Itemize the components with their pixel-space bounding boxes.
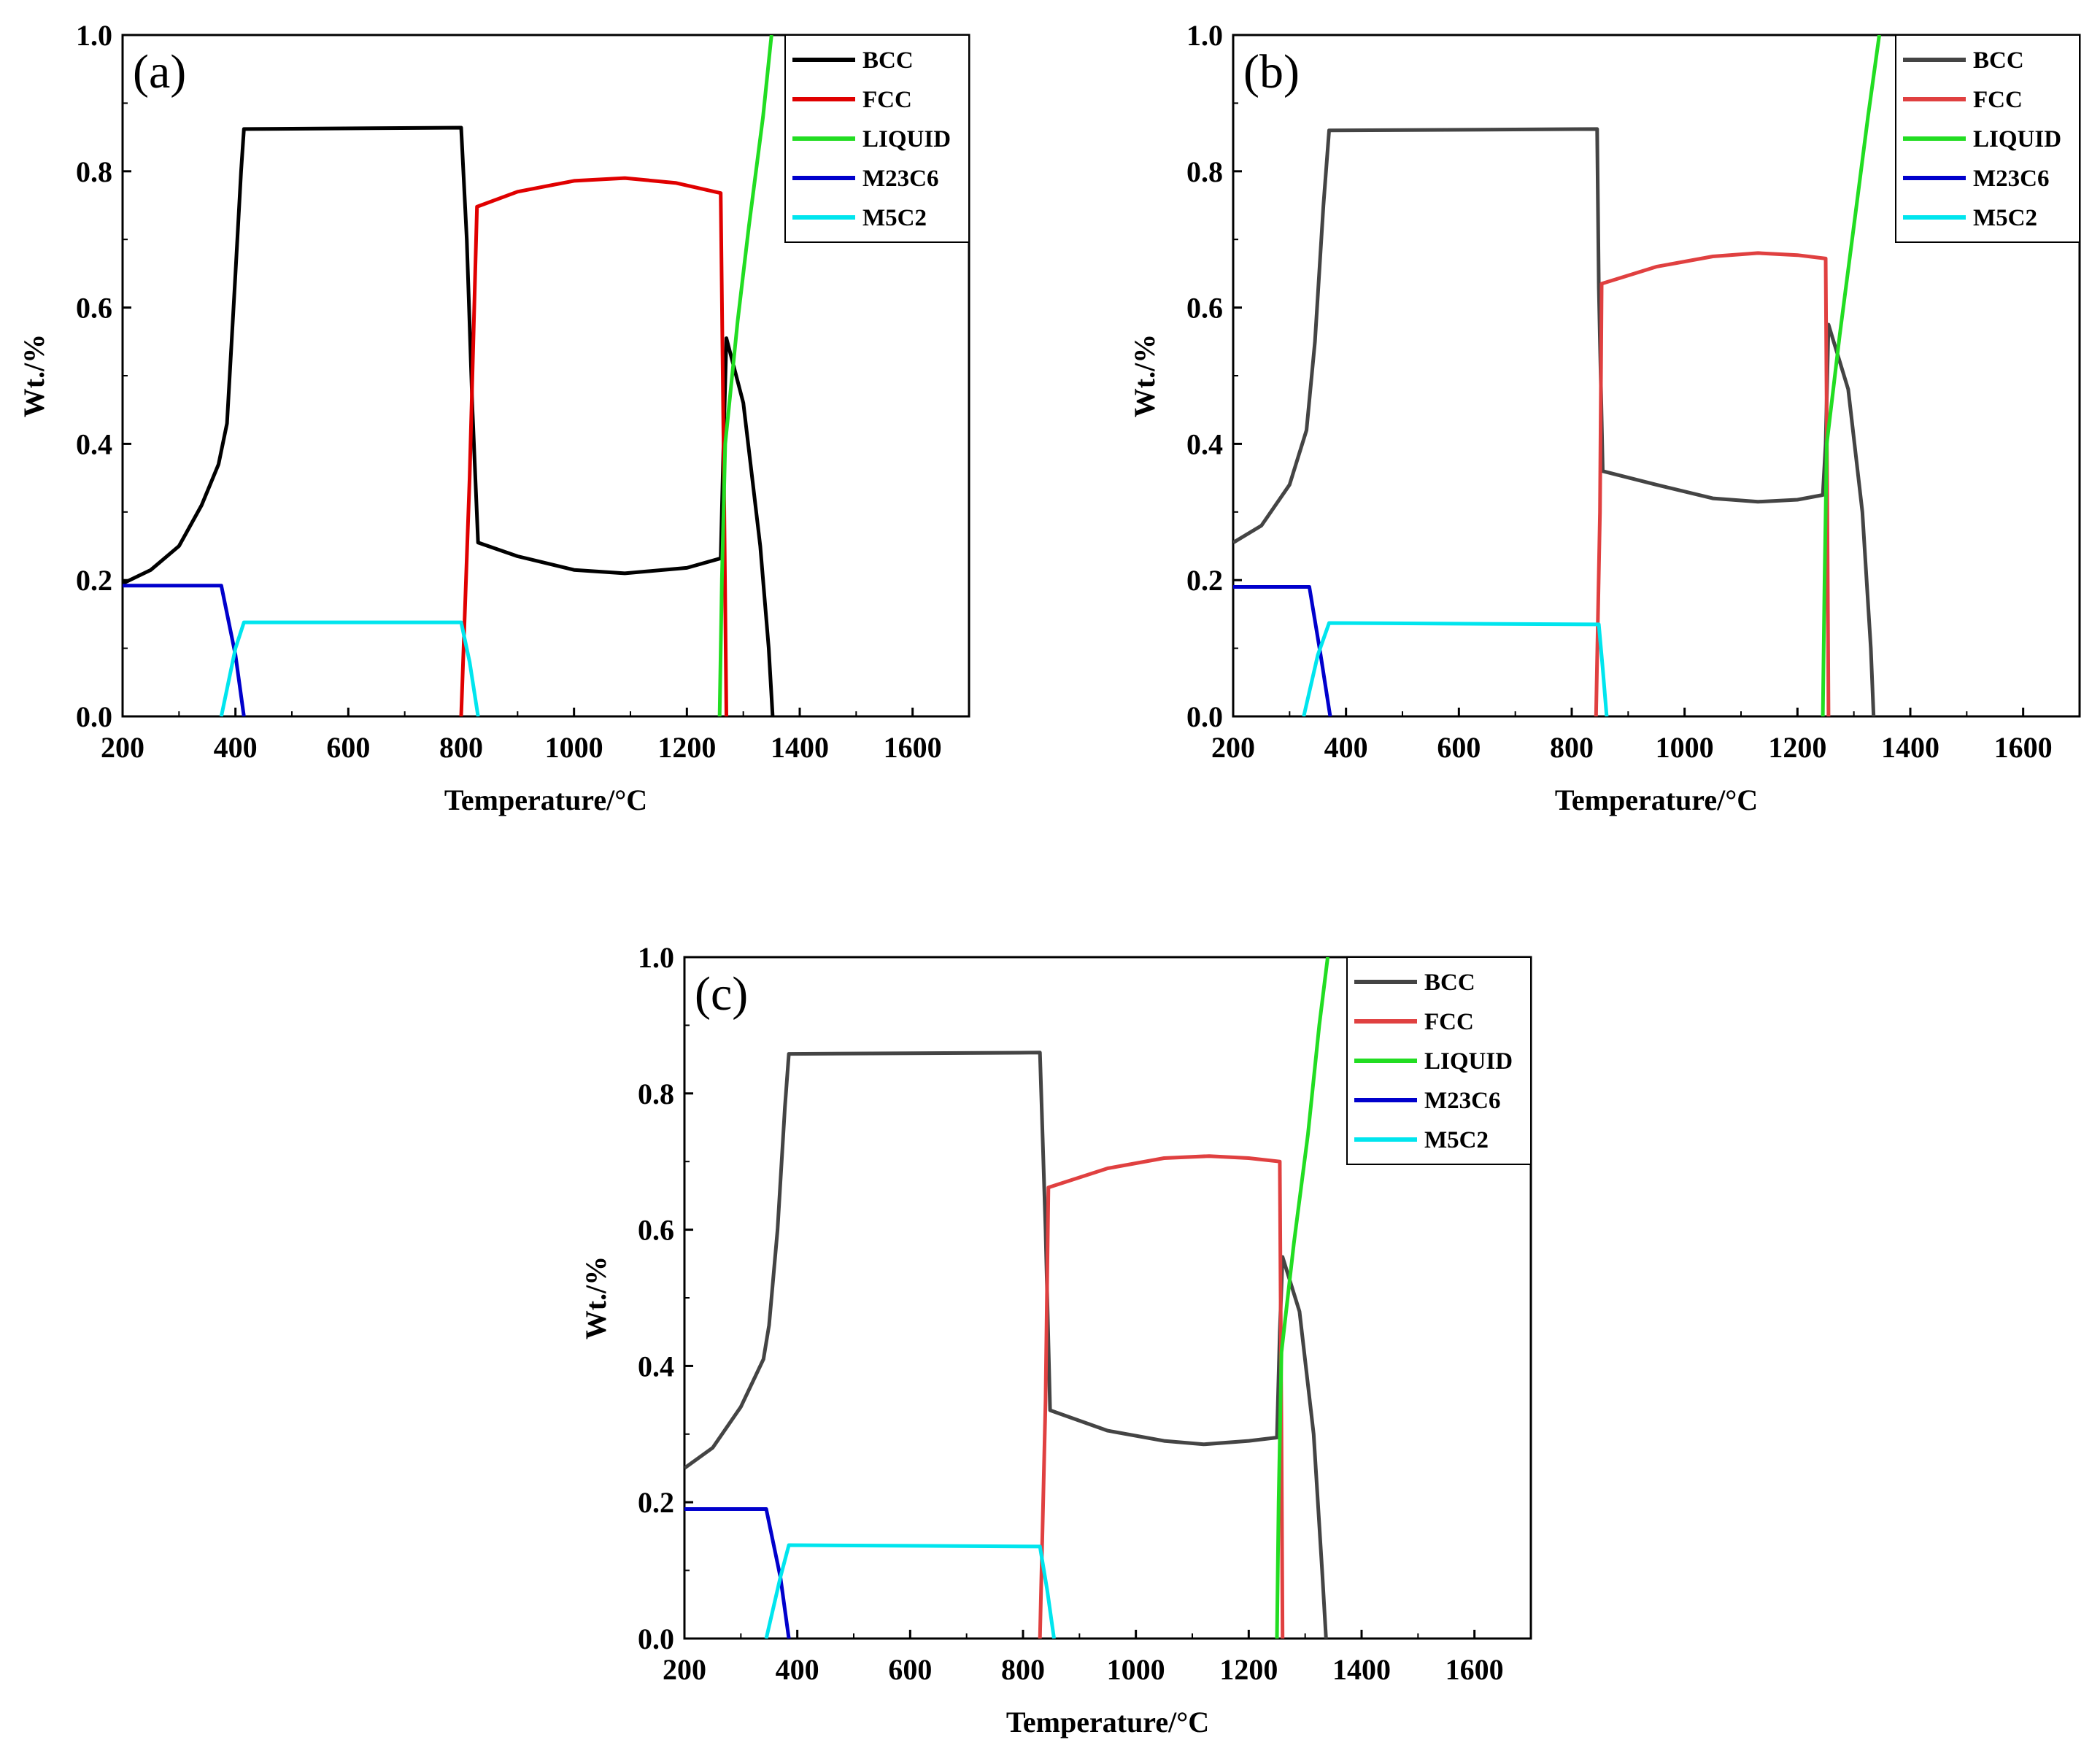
legend-label-m5c2: M5C2 (1973, 205, 2037, 231)
y-tick-label: 0.2 (76, 564, 112, 597)
x-tick-label: 1400 (1881, 731, 1939, 764)
series-line-bcc (123, 125, 775, 716)
series-line-bcc (1233, 127, 1876, 716)
x-tick-label: 1000 (1656, 731, 1714, 764)
y-tick-label: 0.8 (76, 155, 112, 188)
legend-label-bcc: BCC (1424, 970, 1475, 996)
y-tick-label: 1.0 (76, 19, 112, 52)
panel-label: (a) (133, 45, 186, 98)
y-tick-label: 0.0 (638, 1622, 674, 1655)
series-group (1233, 35, 1881, 716)
x-tick-label: 200 (101, 731, 144, 764)
y-tick-label: 0.2 (638, 1486, 674, 1519)
y-tick-label: 0.6 (76, 292, 112, 325)
legend-label-m23c6: M23C6 (862, 166, 938, 192)
x-tick-label: 1600 (1994, 731, 2053, 764)
y-tick-label: 0.4 (76, 428, 112, 460)
legend-label-bcc: BCC (1973, 47, 2024, 74)
series-line-liquid (1821, 35, 1881, 716)
y-tick-label: 0.0 (76, 700, 112, 733)
x-tick-label: 1200 (1219, 1653, 1278, 1686)
panel-label: (c) (695, 967, 748, 1021)
x-tick-label: 1200 (1768, 731, 1826, 764)
x-tick-label: 1600 (884, 731, 942, 764)
x-tick-label: 800 (439, 731, 483, 764)
series-line-liquid (1275, 957, 1330, 1639)
legend-label-m5c2: M5C2 (1424, 1127, 1489, 1153)
y-tick-label: 0.6 (1186, 292, 1223, 325)
legend-label-liquid: LIQUID (1973, 126, 2061, 152)
series-line-fcc (1038, 1154, 1285, 1639)
chart-panel-a: 200 400 600 800 1000 1200 1400 1600 0.0 0.2 0.4 0.6… (18, 19, 970, 816)
x-tick-label: 600 (1437, 731, 1481, 764)
x-tick-label: 1400 (771, 731, 829, 764)
x-tick-label: 1600 (1446, 1653, 1504, 1686)
legend-label-m23c6: M23C6 (1424, 1088, 1500, 1114)
y-tick-label: 0.4 (638, 1350, 674, 1382)
series-line-bcc (684, 1051, 1328, 1639)
y-tick-label: 1.0 (1186, 19, 1223, 52)
x-tick-label: 600 (888, 1653, 932, 1686)
series-line-m5c2 (764, 1543, 1056, 1639)
y-tick-label: 0.2 (1186, 564, 1223, 597)
x-tick-label: 800 (1550, 731, 1594, 764)
series-line-m23c6 (123, 584, 246, 716)
x-tick-label: 200 (663, 1653, 706, 1686)
legend-label-liquid: LIQUID (1424, 1048, 1513, 1075)
legend-label-bcc: BCC (862, 47, 914, 74)
x-tick-label: 600 (326, 731, 370, 764)
legend-label-fcc: FCC (1973, 87, 2023, 113)
x-tick-label: 400 (214, 731, 258, 764)
y-tick-label: 1.0 (638, 941, 674, 974)
panel-label: (b) (1243, 45, 1300, 98)
x-tick-label: 400 (776, 1653, 819, 1686)
y-axis-title: Wt./% (1128, 334, 1161, 417)
series-line-fcc (1594, 251, 1831, 716)
x-axis-title: Temperature/°C (1555, 784, 1758, 816)
x-tick-label: 1000 (1107, 1653, 1165, 1686)
y-tick-label: 0.0 (1186, 700, 1223, 733)
legend-label-m5c2: M5C2 (862, 205, 927, 231)
y-tick-label: 0.4 (1186, 428, 1223, 460)
y-tick-label: 0.6 (638, 1214, 674, 1247)
y-axis-title: Wt./% (18, 334, 50, 417)
legend-label-liquid: LIQUID (862, 126, 951, 152)
legend-label-fcc: FCC (862, 87, 912, 113)
series-line-m5c2 (219, 620, 480, 716)
x-tick-label: 400 (1324, 731, 1368, 764)
series-line-m5c2 (1302, 621, 1609, 716)
chart-panel-b: 200 400 600 800 1000 1200 1400 1600 0.0 0.2 0.4 0.6… (1128, 19, 2081, 816)
y-tick-label: 0.8 (638, 1078, 674, 1110)
series-group (123, 35, 775, 716)
series-line-fcc (459, 176, 728, 716)
y-axis-title: Wt./% (579, 1256, 612, 1339)
legend-label-fcc: FCC (1424, 1009, 1474, 1035)
x-axis-title: Temperature/°C (444, 784, 647, 816)
x-tick-label: 1400 (1332, 1653, 1391, 1686)
series-line-m23c6 (684, 1507, 791, 1639)
chart-panel-c: 200 400 600 800 1000 1200 1400 1600 0.0 0.2 0.4 0.6… (579, 941, 1532, 1738)
series-line-liquid (717, 35, 773, 716)
x-tick-label: 1000 (545, 731, 603, 764)
y-tick-label: 0.8 (1186, 155, 1223, 188)
series-line-m23c6 (1233, 585, 1332, 716)
x-tick-label: 1200 (657, 731, 716, 764)
legend-label-m23c6: M23C6 (1973, 166, 2049, 192)
x-tick-label: 800 (1001, 1653, 1045, 1686)
x-tick-label: 200 (1211, 731, 1255, 764)
series-group (684, 957, 1330, 1639)
x-axis-title: Temperature/°C (1006, 1706, 1209, 1738)
